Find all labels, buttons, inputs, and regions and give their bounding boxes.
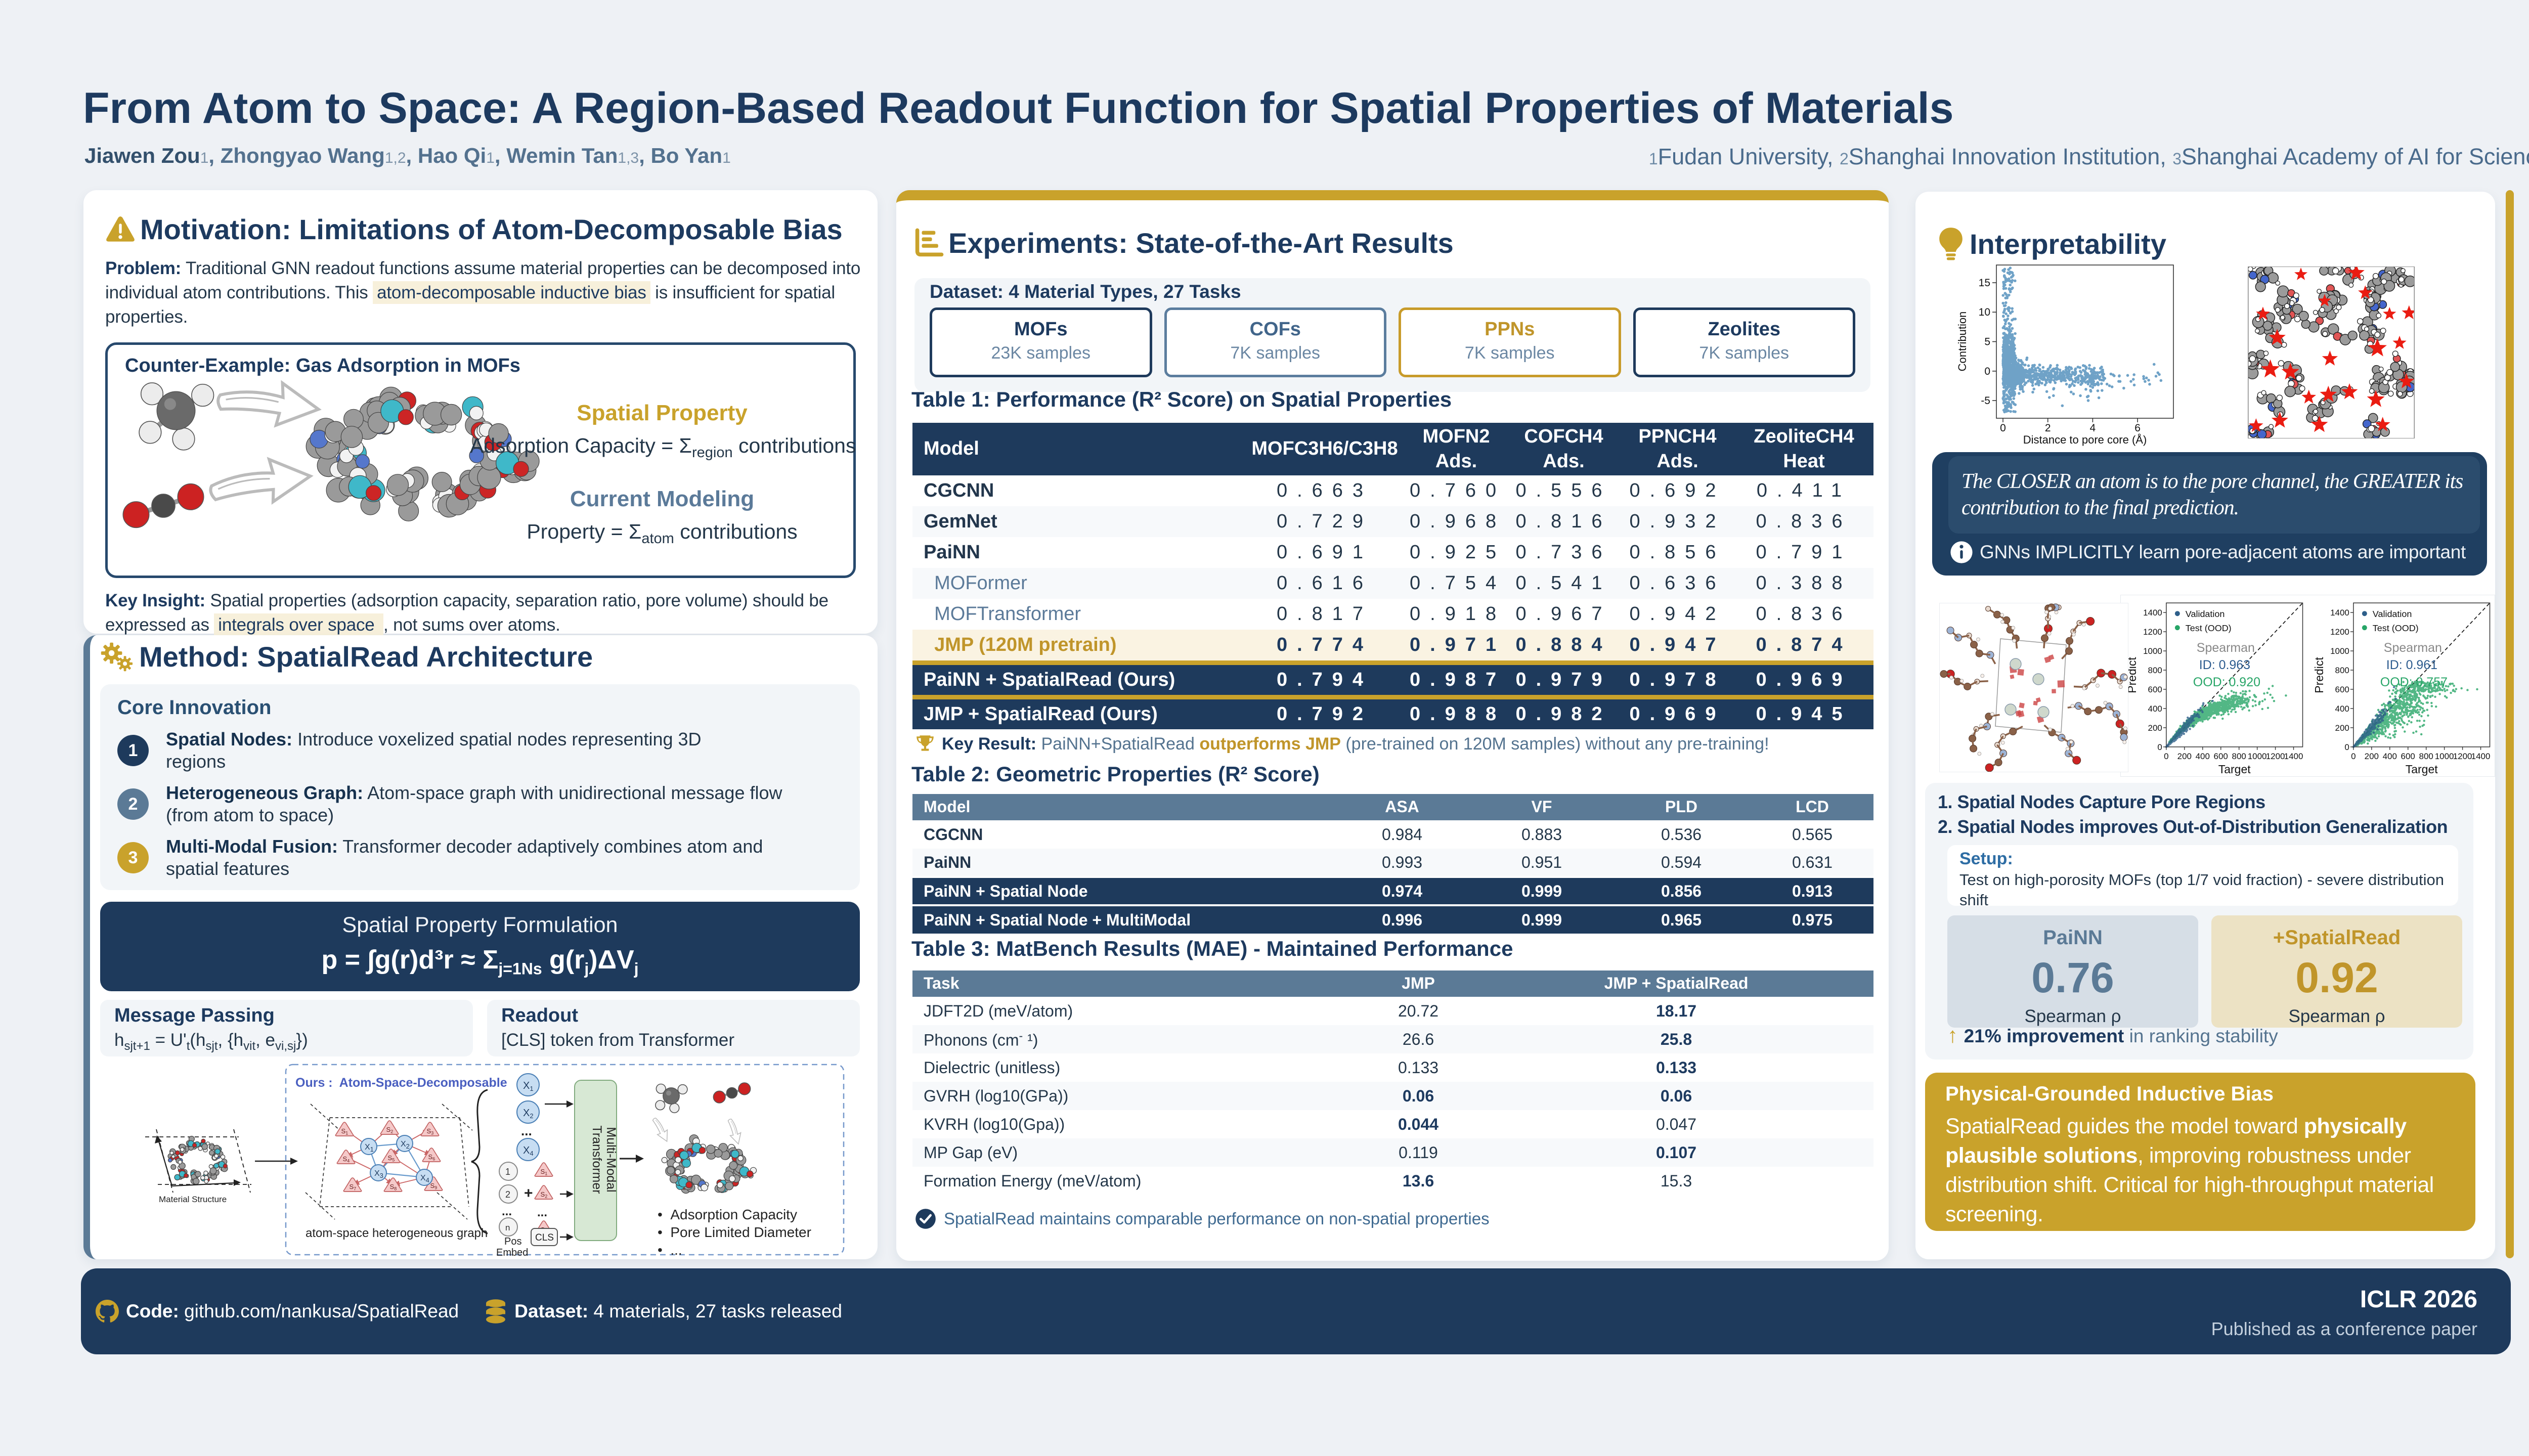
svg-text:Spearman: Spearman bbox=[2383, 641, 2441, 655]
svg-text:1: 1 bbox=[505, 1167, 510, 1177]
svg-text:Pos: Pos bbox=[504, 1236, 521, 1247]
svg-text:+: + bbox=[524, 1185, 533, 1202]
svg-text:15: 15 bbox=[1979, 277, 1990, 289]
svg-text:X3: X3 bbox=[374, 1169, 383, 1179]
svg-text:200: 200 bbox=[2177, 752, 2192, 761]
svg-text:0: 0 bbox=[1984, 366, 1990, 377]
svg-text:Distance to pore core (Å): Distance to pore core (Å) bbox=[2023, 433, 2147, 446]
svg-text:• ...: • ... bbox=[658, 1242, 682, 1257]
svg-text:600: 600 bbox=[2214, 752, 2228, 761]
svg-text:2: 2 bbox=[2045, 422, 2051, 434]
svg-text:0: 0 bbox=[2000, 422, 2006, 434]
svg-text:1400: 1400 bbox=[2284, 752, 2303, 761]
svg-text:1200: 1200 bbox=[2330, 627, 2349, 637]
svg-text:• Adsorption Capacity: • Adsorption Capacity bbox=[658, 1207, 797, 1222]
svg-text:800: 800 bbox=[2419, 752, 2433, 761]
svg-text:Ours : Atom-Space-Decomposabl: Ours : Atom-Space-Decomposable bbox=[295, 1076, 507, 1090]
svg-text:200: 200 bbox=[2335, 723, 2349, 733]
svg-text:ID: 0.961: ID: 0.961 bbox=[2386, 658, 2437, 672]
svg-text:1000: 1000 bbox=[2248, 752, 2267, 761]
svg-text:0: 0 bbox=[2351, 752, 2356, 761]
svg-text:800: 800 bbox=[2335, 666, 2349, 675]
svg-text:400: 400 bbox=[2196, 752, 2210, 761]
svg-text:OOD: 0.920: OOD: 0.920 bbox=[2193, 675, 2260, 689]
svg-text:Embed: Embed bbox=[496, 1247, 528, 1257]
svg-text:10: 10 bbox=[1979, 306, 1990, 318]
svg-text:2: 2 bbox=[505, 1189, 510, 1200]
svg-text:atom-space heterogeneous graph: atom-space heterogeneous graph bbox=[306, 1226, 488, 1240]
svg-text:600: 600 bbox=[2335, 685, 2349, 694]
svg-text:600: 600 bbox=[2148, 685, 2162, 694]
svg-text:0: 0 bbox=[2157, 742, 2162, 752]
svg-text:0: 0 bbox=[2344, 742, 2349, 752]
svg-text:CLS: CLS bbox=[535, 1232, 554, 1243]
svg-text:OOD: 0.757: OOD: 0.757 bbox=[2380, 675, 2447, 689]
svg-text:n: n bbox=[505, 1223, 510, 1232]
svg-text:400: 400 bbox=[2382, 752, 2396, 761]
svg-text:800: 800 bbox=[2148, 666, 2162, 675]
svg-text:400: 400 bbox=[2148, 704, 2162, 714]
svg-text:...: ... bbox=[537, 1206, 547, 1219]
svg-text:X2: X2 bbox=[401, 1140, 410, 1150]
svg-text:1200: 1200 bbox=[2453, 752, 2472, 761]
svg-text:X4: X4 bbox=[420, 1174, 429, 1184]
svg-text:200: 200 bbox=[2364, 752, 2378, 761]
svg-text:1000: 1000 bbox=[2143, 646, 2162, 656]
svg-text:Target: Target bbox=[2218, 763, 2251, 776]
svg-text:1400: 1400 bbox=[2471, 752, 2490, 761]
svg-text:200: 200 bbox=[2148, 723, 2162, 733]
svg-text:X1: X1 bbox=[365, 1143, 374, 1153]
svg-text:5: 5 bbox=[1984, 336, 1990, 348]
svg-text:4: 4 bbox=[2090, 422, 2096, 434]
svg-text:Validation: Validation bbox=[2186, 609, 2225, 619]
svg-text:6: 6 bbox=[2134, 422, 2141, 434]
svg-text:ID: 0.963: ID: 0.963 bbox=[2199, 658, 2250, 672]
svg-text:Multi-Modal: Multi-Modal bbox=[604, 1127, 618, 1192]
svg-text:1200: 1200 bbox=[2266, 752, 2285, 761]
svg-text:1000: 1000 bbox=[2434, 752, 2454, 761]
svg-text:Test (OOD): Test (OOD) bbox=[2186, 623, 2232, 633]
svg-text:Contribution: Contribution bbox=[1956, 312, 1969, 372]
svg-text:Spearman: Spearman bbox=[2197, 641, 2255, 655]
svg-text:...: ... bbox=[502, 1205, 512, 1218]
svg-text:Predict: Predict bbox=[2312, 657, 2325, 693]
svg-text:400: 400 bbox=[2335, 704, 2349, 714]
svg-text:-5: -5 bbox=[1981, 395, 1990, 407]
svg-text:Transformer: Transformer bbox=[590, 1125, 604, 1194]
svg-text:1400: 1400 bbox=[2330, 608, 2349, 617]
svg-text:0: 0 bbox=[2164, 752, 2168, 761]
svg-text:600: 600 bbox=[2401, 752, 2415, 761]
svg-text:• Pore Limited Diameter: • Pore Limited Diameter bbox=[658, 1224, 811, 1240]
svg-text:1000: 1000 bbox=[2330, 646, 2349, 656]
svg-text:Material Structure: Material Structure bbox=[159, 1195, 227, 1204]
svg-text:...: ... bbox=[521, 1123, 532, 1138]
svg-text:1200: 1200 bbox=[2143, 627, 2162, 637]
svg-text:Test (OOD): Test (OOD) bbox=[2372, 623, 2418, 633]
svg-text:Validation: Validation bbox=[2372, 609, 2412, 619]
svg-text:800: 800 bbox=[2232, 752, 2246, 761]
svg-text:Target: Target bbox=[2405, 763, 2437, 776]
svg-text:1400: 1400 bbox=[2143, 608, 2162, 617]
